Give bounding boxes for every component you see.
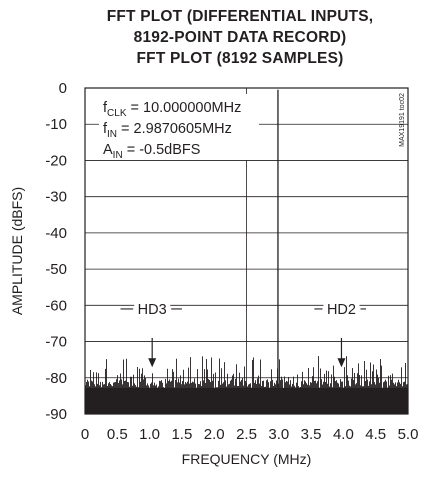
figure-id-label: MAX19191 toc02 [399,93,406,147]
ain-symbol: A [103,142,113,158]
fin-subscript: IN [107,129,117,140]
chart-title-line-1: FFT PLOT (DIFFERENTIAL INPUTS, [106,8,374,25]
fin-label: fIN = 2.9870605MHz [103,121,232,140]
fclk-subscript: CLK [107,108,127,119]
y-tick-label-1: -10 [45,116,67,133]
fin-symbol: f [103,121,108,137]
chart-title-line-2: 8192-POINT DATA RECORD) [133,29,347,46]
y-tick-label-0: 0 [59,80,67,97]
annotation-label-HD2: HD2 [327,302,356,318]
y-tick-label-9: -90 [45,406,67,423]
fclk-value: = 10.000000MHz [126,100,241,116]
y-tick-label-7: -70 [45,334,67,351]
y-tick-label-8: -80 [45,370,67,387]
annotation-bg-HD2 [323,300,360,318]
y-tick-label-6: -60 [45,297,67,314]
fclk-symbol: f [103,100,108,116]
x-tick-label-6: 3.0 [268,426,289,443]
ain-subscript: IN [113,150,123,161]
x-tick-label-2: 1.0 [139,426,160,443]
x-tick-label-10: 5.0 [398,426,419,443]
noise-floor-fill [85,387,408,414]
parameter-box: fCLK = 10.000000MHz fIN = 2.9870605MHz A… [99,94,259,161]
x-tick-label-4: 2.0 [204,426,225,443]
x-tick-label-8: 4.0 [333,426,354,443]
y-axis-label: AMPLITUDE (dBFS) [9,187,25,315]
annotation-arrow-head-HD3 [148,358,157,368]
fin-value: = 2.9870605MHz [117,121,232,137]
x-tick-label-3: 1.5 [171,426,192,443]
x-tick-label-5: 2.5 [236,426,257,443]
annotation-label-HD3: HD3 [138,302,167,318]
annotation-arrow-head-HD2 [337,358,346,368]
harmonic-annotations: HD3 HD2 [120,300,367,368]
plot-frame [84,87,409,415]
y-tick-label-3: -30 [45,189,67,206]
x-tick-label-0: 0 [81,426,89,443]
x-tick-label-1: 0.5 [107,426,128,443]
ain-value: = -0.5dBFS [123,142,201,158]
ain-label: AIN = -0.5dBFS [103,142,200,161]
y-tick-label-2: -20 [45,152,67,169]
y-tick-label-5: -50 [45,261,67,278]
x-axis-ticks: 0 0.5 1.0 1.5 2.0 2.5 3.0 3.5 4.0 4.5 5.0 [81,426,419,443]
parameter-box-background [99,94,259,160]
y-tick-label-4: -40 [45,225,67,242]
fclk-label: fCLK = 10.000000MHz [103,100,241,119]
x-tick-label-7: 3.5 [301,426,322,443]
x-axis-label: FREQUENCY (MHz) [182,451,312,467]
annotation-bg-HD3 [134,300,171,318]
x-tick-label-9: 4.5 [365,426,386,443]
spectrum-series [85,89,408,414]
chart-title-line-3: FFT PLOT (8192 SAMPLES) [136,50,344,67]
y-axis-ticks: 0 -10 -20 -30 -40 -50 -60 -70 -80 -90 [45,80,67,423]
